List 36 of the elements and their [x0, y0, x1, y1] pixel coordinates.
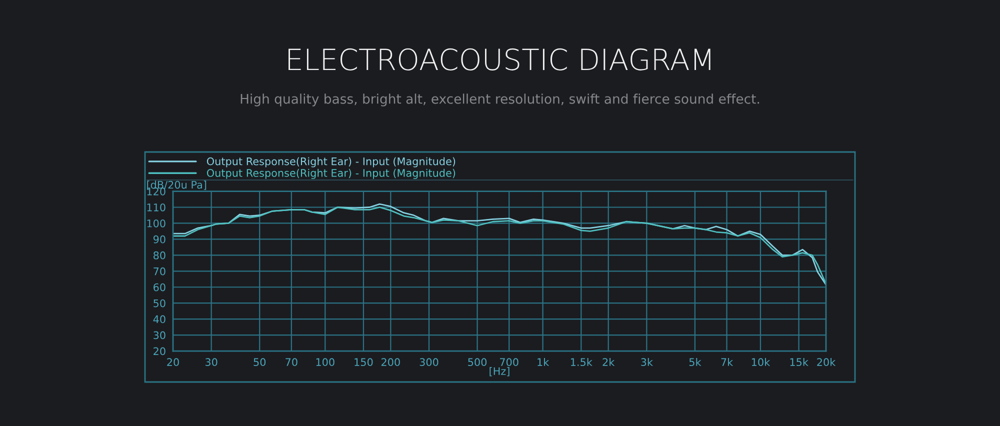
x-tick-label: 30: [205, 358, 218, 366]
y-tick-label: 70: [154, 267, 166, 276]
y-tick-label: 90: [153, 235, 166, 244]
x-tick-label: 7k: [721, 358, 734, 366]
y-tick-label: 30: [154, 331, 166, 340]
y-tick-label: 40: [153, 315, 166, 324]
y-tick-label: 80: [154, 251, 166, 260]
x-tick-label: 100: [316, 358, 334, 366]
x-tick-label: 200: [381, 358, 400, 366]
chart-subtitle: High quality bass, bright alt, excellent resolution, swift and fierce sound effect.: [240, 94, 760, 106]
y-tick-label: 120: [147, 188, 166, 196]
x-tick-label: 70: [286, 358, 298, 366]
x-tick-label: 700: [500, 358, 518, 366]
x-axis-title: [Hz]: [490, 367, 510, 376]
x-tick-label: 15k: [790, 358, 808, 366]
x-tick-label: 1.5k: [570, 358, 592, 366]
x-tick-label: 3k: [641, 358, 653, 366]
y-tick-label: 100: [147, 219, 166, 228]
x-tick-label: 2k: [602, 358, 615, 366]
x-tick-label: 50: [254, 358, 266, 366]
x-tick-label: 150: [354, 358, 373, 366]
x-tick-label: 5k: [689, 358, 702, 366]
legend-label: Output Response(Right Ear) - Input (Magnitude): [206, 168, 456, 179]
x-tick-label: 20: [167, 358, 179, 366]
x-tick-label: 20k: [817, 358, 836, 366]
x-tick-label: 300: [420, 358, 438, 366]
legend-label: Output Response(Right Ear) - Input (Magnitude): [206, 157, 456, 168]
chart-title: ELECTROACOUSTIC DIAGRAM: [288, 48, 710, 70]
y-tick-label: 110: [147, 203, 166, 212]
x-tick-label: 10k: [752, 358, 770, 366]
x-tick-label: 500: [468, 358, 487, 366]
x-tick-label: 1k: [538, 358, 550, 366]
y-axis-title: [dB/20u Pa]: [147, 180, 206, 190]
y-tick-label: 20: [154, 347, 166, 356]
y-tick-label: 60: [154, 283, 166, 292]
y-tick-label: 50: [154, 299, 166, 308]
